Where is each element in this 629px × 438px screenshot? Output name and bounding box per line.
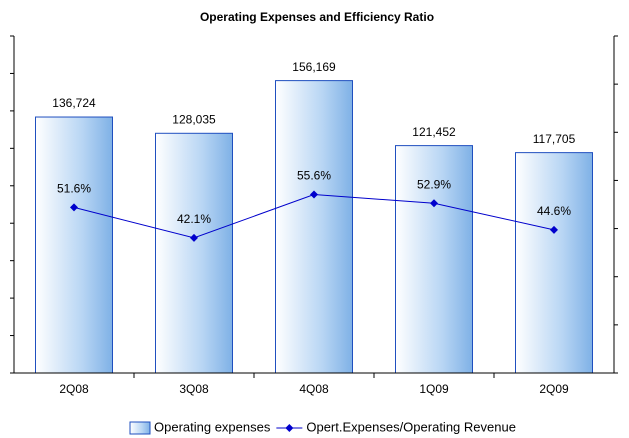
x-tick-label: 1Q09 [419, 382, 449, 396]
line-value-label: 52.9% [417, 177, 451, 191]
line-marker [70, 203, 78, 212]
x-tick-label: 2Q09 [539, 382, 569, 396]
line-marker [550, 225, 558, 234]
bar-value-label: 121,452 [412, 125, 456, 139]
bar-value-label: 128,035 [172, 112, 216, 126]
x-tick-label: 3Q08 [179, 382, 209, 396]
legend-label: Opert.Expenses/Operating Revenue [306, 419, 516, 434]
chart-title: Operating Expenses and Efficiency Ratio [200, 10, 434, 24]
bar [395, 145, 473, 374]
bar [275, 80, 353, 374]
line-value-label: 51.6% [57, 182, 91, 196]
line-value-label: 42.1% [177, 212, 211, 226]
line-value-label: 55.6% [297, 169, 331, 183]
bar-value-label: 156,169 [292, 60, 336, 74]
legend-marker [285, 424, 294, 432]
x-tick-label: 2Q08 [59, 382, 89, 396]
line-marker [430, 199, 438, 208]
line-value-label: 44.6% [537, 204, 571, 218]
bar [35, 116, 113, 374]
line-marker [190, 233, 198, 242]
x-tick-label: 4Q08 [299, 382, 329, 396]
bar-value-label: 136,724 [52, 96, 96, 110]
line-marker [310, 190, 318, 199]
bar [515, 152, 593, 374]
bar-value-label: 117,705 [533, 132, 576, 146]
legend-swatch [129, 421, 151, 435]
legend-label: Operating expenses [154, 419, 271, 434]
bar [155, 132, 233, 374]
